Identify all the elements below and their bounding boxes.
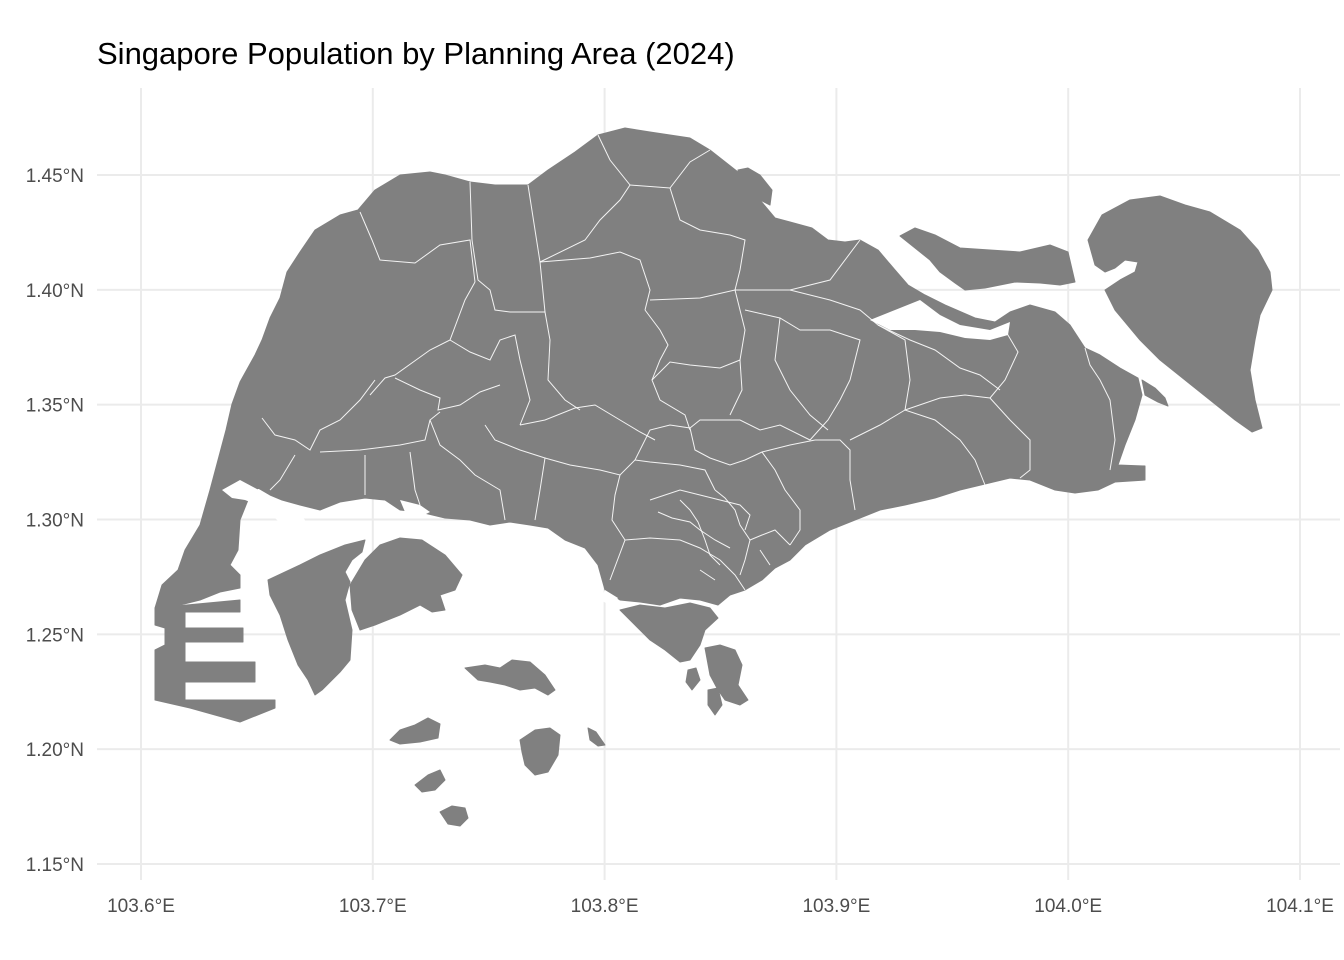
singapore-landmass (154, 127, 1273, 827)
pulau-tekong (1087, 195, 1273, 433)
pandan-reservoir-cut (222, 480, 268, 505)
x-tick-label: 103.9°E (802, 896, 870, 917)
x-tick-label: 104.1°E (1266, 896, 1334, 917)
x-tick-label: 103.6°E (107, 896, 175, 917)
y-tick-label: 1.45°N (26, 166, 84, 187)
map-title: Singapore Population by Planning Area (2… (97, 36, 735, 71)
y-tick-label: 1.30°N (26, 511, 84, 532)
southern-island-5 (439, 805, 469, 827)
keppel-cut (600, 590, 618, 606)
pasir-panjang-cut-2 (400, 500, 430, 518)
pulau-ubin (899, 227, 1076, 291)
southern-island-6 (587, 727, 606, 747)
southern-island-9 (707, 687, 723, 716)
y-tick-label: 1.20°N (26, 740, 84, 761)
x-tick-label: 103.8°E (571, 896, 639, 917)
jurong-island (267, 539, 366, 696)
y-tick-label: 1.35°N (26, 396, 84, 417)
southern-island-7 (704, 644, 749, 706)
jurong-port-cut (270, 505, 305, 532)
pasir-panjang-cut-1 (488, 540, 575, 620)
changi-east (1141, 379, 1169, 407)
southern-island-2 (464, 659, 556, 696)
y-tick-label: 1.25°N (26, 625, 84, 646)
southern-island-1 (389, 717, 441, 745)
y-tick-label: 1.40°N (26, 281, 84, 302)
sentosa (619, 602, 719, 663)
x-tick-label: 104.0°E (1034, 896, 1102, 917)
southern-island-10 (737, 167, 773, 206)
southern-island-4 (414, 769, 446, 793)
x-tick-label: 103.7°E (339, 896, 407, 917)
y-tick-label: 1.15°N (26, 855, 84, 876)
southern-island-3 (519, 727, 561, 776)
serangoon-harbour (870, 300, 1010, 340)
axis-tick-labels: 103.6°E 103.7°E 103.8°E 103.9°E 104.0°E 104.1… (26, 166, 1334, 917)
southern-island-8 (685, 667, 701, 691)
tuas-reclamation (154, 599, 276, 723)
jurong-island-east (349, 537, 463, 631)
main-island (154, 127, 1146, 609)
planning-area-boundaries (261, 134, 1116, 591)
